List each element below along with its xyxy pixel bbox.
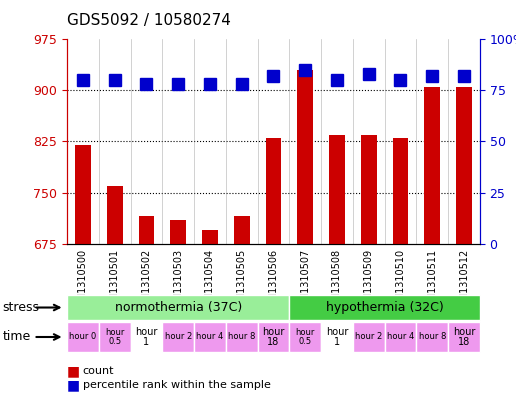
Text: hour 4: hour 4 <box>197 332 223 342</box>
Text: hour 8: hour 8 <box>228 332 255 342</box>
Text: hour 2: hour 2 <box>165 332 192 342</box>
Text: hour
1: hour 1 <box>135 327 158 347</box>
Text: ■: ■ <box>67 378 80 392</box>
Text: hour
0.5: hour 0.5 <box>296 328 315 346</box>
Text: hour
18: hour 18 <box>453 327 475 347</box>
Bar <box>266 138 281 244</box>
Text: normothermia (37C): normothermia (37C) <box>115 301 242 314</box>
Text: percentile rank within the sample: percentile rank within the sample <box>83 380 270 390</box>
Text: count: count <box>83 366 114 376</box>
Bar <box>297 70 313 244</box>
Text: time: time <box>3 331 31 343</box>
Text: GDS5092 / 10580274: GDS5092 / 10580274 <box>67 13 231 28</box>
Bar <box>424 87 440 244</box>
Bar <box>393 138 409 244</box>
Text: stress: stress <box>3 301 40 314</box>
Text: hour 4: hour 4 <box>387 332 414 342</box>
Text: hour 8: hour 8 <box>418 332 446 342</box>
Text: ■: ■ <box>67 364 80 378</box>
Text: hypothermia (32C): hypothermia (32C) <box>326 301 443 314</box>
Text: hour 2: hour 2 <box>355 332 382 342</box>
Bar <box>456 87 472 244</box>
Bar <box>329 135 345 244</box>
Bar <box>138 217 154 244</box>
Text: hour
18: hour 18 <box>262 327 285 347</box>
Text: hour
1: hour 1 <box>326 327 348 347</box>
Bar <box>107 186 123 244</box>
Text: hour
0.5: hour 0.5 <box>105 328 124 346</box>
Bar <box>170 220 186 244</box>
Text: hour 0: hour 0 <box>69 332 96 342</box>
Bar <box>234 217 250 244</box>
Bar <box>202 230 218 244</box>
Bar <box>75 145 91 244</box>
Bar <box>361 135 377 244</box>
